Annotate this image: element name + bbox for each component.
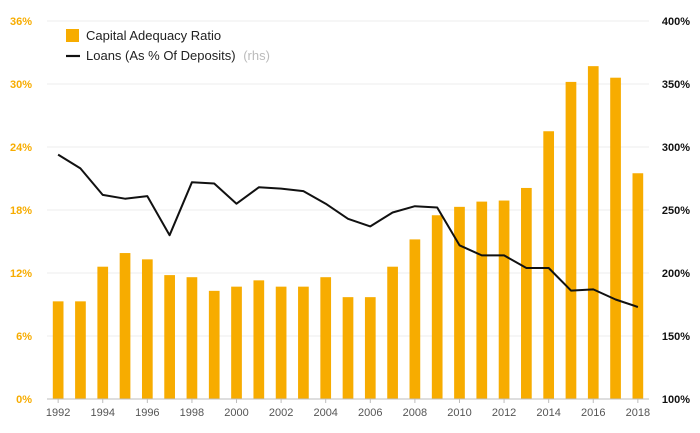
bar (587, 66, 599, 400)
bar (409, 239, 421, 399)
x-tick-label: 2008 (403, 407, 427, 419)
x-tick-label: 2016 (581, 407, 605, 419)
bar (320, 277, 332, 399)
x-tick-label: 1994 (90, 407, 114, 419)
bar (431, 215, 443, 399)
bar (565, 81, 577, 400)
x-tick-label: 2006 (358, 407, 382, 419)
bar (186, 277, 198, 399)
y-right-tick-label: 100% (662, 394, 690, 406)
x-tick-label: 1996 (135, 407, 159, 419)
x-tick-label: 2010 (447, 407, 471, 419)
line-series (57, 153, 639, 308)
y-left-tick-label: 0% (16, 394, 32, 406)
y-left-tick-label: 36% (10, 16, 32, 28)
bar (521, 187, 532, 399)
x-tick-label: 1998 (180, 407, 204, 419)
bar (97, 266, 109, 399)
legend: Capital Adequacy Ratio Loans (As % Of De… (66, 28, 270, 63)
bar (231, 286, 242, 399)
y-right-tick-label: 200% (662, 268, 690, 280)
bar (164, 275, 175, 399)
legend-label-bar: Capital Adequacy Ratio (86, 28, 221, 43)
bar (476, 201, 488, 399)
legend-label-line-name: Loans (As % Of Deposits) (86, 48, 236, 63)
y-right-tick-label: 400% (662, 16, 690, 28)
x-tick-label: 2012 (492, 407, 516, 419)
series-line (57, 153, 639, 308)
bar (208, 290, 220, 399)
bar (543, 131, 555, 399)
y-left-tick-label: 30% (10, 79, 32, 91)
bar (610, 77, 621, 399)
x-tick-label: 1992 (46, 407, 70, 419)
bar (342, 297, 354, 399)
y-right-tick-label: 250% (662, 205, 690, 217)
bar (75, 301, 86, 399)
bar (387, 266, 398, 399)
y-left-tick-label: 12% (10, 268, 32, 280)
y-left-tick-label: 18% (10, 205, 32, 217)
x-tick-label: 2004 (313, 407, 337, 419)
gridlines (47, 20, 649, 337)
legend-label-line: Loans (As % Of Deposits) (rhs) (86, 48, 270, 63)
bar (454, 206, 465, 399)
bar (275, 286, 287, 399)
y-right-tick-label: 150% (662, 331, 690, 343)
bar (498, 200, 510, 399)
bar (253, 280, 265, 399)
bar (52, 301, 64, 399)
y-left-tick-label: 24% (10, 142, 32, 154)
x-tick-label: 2018 (626, 407, 650, 419)
bar (119, 253, 131, 399)
bar-series (52, 66, 644, 400)
y-right-tick-label: 350% (662, 79, 690, 91)
x-tick-label: 2000 (224, 407, 248, 419)
bar (632, 173, 644, 399)
axes: 0% 6% 12% 18% 24% 30% 36% 100% 150% 200% 250% 300% 3… (10, 16, 690, 419)
bar (298, 286, 309, 399)
bar (364, 297, 376, 399)
legend-label-line-suffix: (rhs) (243, 48, 270, 63)
legend-swatch-bar (66, 29, 79, 42)
y-right-tick-label: 300% (662, 142, 690, 154)
bar (141, 259, 153, 399)
y-left-tick-label: 6% (16, 331, 32, 343)
x-tick-label: 2002 (269, 407, 293, 419)
x-tick-label: 2014 (536, 407, 560, 419)
